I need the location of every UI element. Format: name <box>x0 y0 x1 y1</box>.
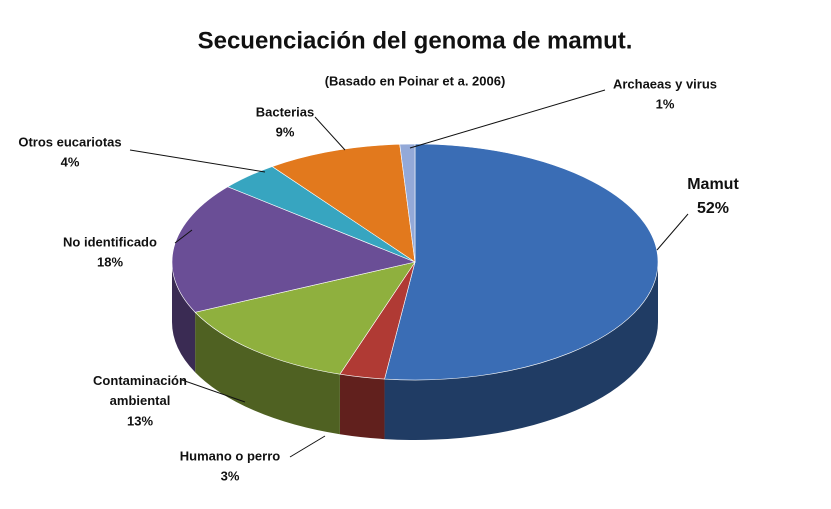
slice-label: Contaminación ambiental <box>93 373 187 408</box>
slice-side <box>195 312 340 435</box>
leader-line <box>409 89 606 149</box>
leader-line <box>174 229 193 244</box>
value-label: 13% <box>127 413 153 428</box>
slice-side <box>339 374 385 440</box>
slice <box>384 143 659 381</box>
slice <box>271 143 416 263</box>
slice-side <box>384 262 658 440</box>
slice <box>399 143 416 263</box>
leader-line <box>314 116 346 151</box>
slice-label: Otros eucariotas <box>18 134 121 149</box>
chart-title: Secuenciación del genoma de mamut. <box>198 27 633 54</box>
slice-label: Bacterias <box>256 104 315 119</box>
value-label: 1% <box>656 96 675 111</box>
slice <box>171 186 417 313</box>
value-label: 52% <box>697 200 729 217</box>
slice-label: Archaeas y virus <box>613 76 717 91</box>
value-label: 3% <box>221 468 240 483</box>
chart-subtitle: (Basado en Poinar et a. 2006) <box>325 73 506 88</box>
value-label: 9% <box>276 124 295 139</box>
slice-label: No identificado <box>63 234 157 249</box>
leader-line <box>181 379 246 403</box>
leader-line <box>289 435 326 458</box>
slice-label: Mamut <box>687 176 739 193</box>
leader-line <box>129 149 266 173</box>
slice-side <box>172 262 196 373</box>
value-label: 4% <box>61 154 80 169</box>
slice-label: Humano o perro <box>180 448 280 463</box>
value-label: 18% <box>97 254 123 269</box>
slice <box>194 261 416 375</box>
leader-line <box>656 213 689 251</box>
